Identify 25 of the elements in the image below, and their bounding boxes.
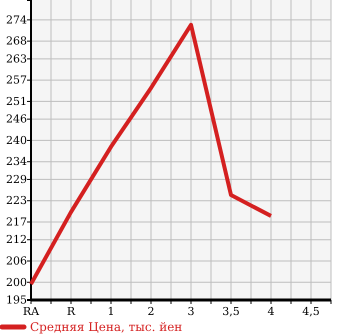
y-tick-label: 212 — [6, 233, 27, 246]
y-tick-label: 268 — [6, 34, 27, 48]
y-tick-label: 217 — [6, 216, 27, 229]
x-tick-label: 4 — [268, 304, 274, 318]
y-tick-label: 257 — [6, 74, 27, 87]
x-tick-label: 3,5 — [222, 304, 240, 318]
x-tick-label: RA — [22, 304, 40, 318]
x-tick-label: 2 — [148, 304, 154, 318]
x-tick-label: 1 — [108, 304, 114, 318]
legend-label: Средняя Цена, тыс. йен — [30, 320, 182, 334]
y-tick-label: 223 — [6, 194, 27, 208]
x-tick-label: 4,5 — [302, 304, 320, 318]
x-tick-label: 3 — [188, 304, 194, 318]
y-tick-label: 251 — [6, 94, 27, 108]
y-tick-label: 240 — [6, 134, 27, 147]
x-tick-label: R — [66, 304, 76, 318]
y-tick-label: 206 — [6, 254, 27, 268]
y-tick-label: 263 — [6, 52, 27, 66]
y-tick-label: 195 — [6, 294, 27, 307]
y-tick-label: 200 — [6, 276, 27, 289]
y-tick-label: 229 — [6, 172, 27, 186]
y-tick-label: 246 — [6, 112, 27, 126]
line-series — [29, 22, 273, 286]
y-tick-label: 234 — [6, 155, 27, 168]
y-tick-label: 274 — [6, 13, 27, 26]
